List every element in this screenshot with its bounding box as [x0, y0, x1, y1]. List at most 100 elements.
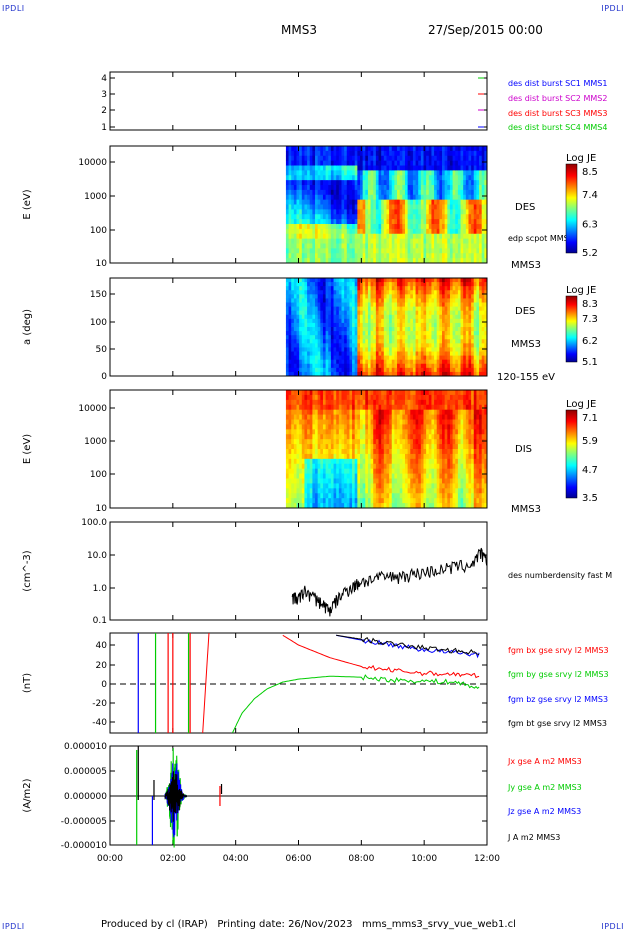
- dis-energy-cell: [330, 429, 334, 435]
- dis-energy-cell: [336, 463, 340, 470]
- dis-energy-cell: [428, 483, 432, 489]
- des-pitch-cell: [442, 335, 446, 340]
- des-energy-cell: [463, 233, 467, 240]
- dis-energy-cell: [291, 468, 295, 474]
- des-energy-cell: [354, 175, 358, 181]
- des-pitch-cell: [373, 331, 377, 336]
- des-energy-cell: [383, 209, 387, 215]
- des-energy-cell: [381, 214, 385, 220]
- des-energy-cell: [346, 146, 350, 152]
- des-pitch-cell: [381, 339, 385, 344]
- des-pitch-cell: [360, 290, 364, 295]
- des-pitch-cell: [317, 367, 321, 373]
- dis-energy-cell: [307, 468, 311, 474]
- des-energy-cell: [333, 233, 337, 240]
- des-energy-cell: [399, 146, 403, 152]
- des-pitch-cell: [407, 290, 411, 295]
- des-pitch-cell: [473, 343, 477, 348]
- dis-energy-cell: [386, 483, 390, 489]
- des-pitch-cell: [434, 278, 438, 283]
- dis-energy-cell: [309, 444, 313, 450]
- des-energy-cell: [338, 155, 342, 162]
- des-pitch-cell: [394, 363, 398, 369]
- des-energy-cell: [328, 160, 332, 166]
- dis-energy-cell: [309, 429, 313, 435]
- dis-energy-cell: [370, 394, 374, 401]
- des-pitch-cell: [330, 347, 334, 352]
- dis-energy-cell: [402, 419, 406, 425]
- des-pitch-cell: [293, 367, 297, 373]
- dis-energy-cell: [402, 483, 406, 489]
- des-energy-cell: [365, 185, 369, 191]
- des-energy-cell: [352, 224, 356, 230]
- des-pitch-cell: [309, 298, 313, 303]
- dis-energy-cell: [349, 404, 353, 411]
- des-pitch-cell: [285, 314, 289, 320]
- des-pitch-cell: [449, 282, 454, 287]
- des-pitch-cell: [344, 322, 348, 328]
- des-pitch-cell: [293, 302, 297, 307]
- des-pitch-cell: [431, 322, 435, 328]
- des-energy-cell: [357, 199, 361, 205]
- dis-energy-cell: [386, 429, 390, 435]
- des-energy-cell: [463, 170, 467, 176]
- des-pitch-cell: [360, 310, 364, 316]
- dis-energy-cell: [349, 434, 353, 440]
- des-energy-cell: [293, 238, 297, 244]
- des-energy-cell: [328, 204, 332, 210]
- dis-energy-cell: [397, 449, 401, 455]
- des-energy-cell: [418, 155, 422, 162]
- des-pitch-cell: [344, 367, 348, 373]
- des-pitch-cell: [322, 347, 327, 352]
- dis-energy-cell: [317, 463, 321, 470]
- des-energy-cell: [320, 224, 324, 230]
- des-energy-cell: [285, 219, 289, 225]
- des-energy-cell: [352, 189, 356, 196]
- des-energy-cell: [484, 228, 488, 235]
- des-energy-cell: [471, 243, 475, 249]
- des-pitch-cell: [333, 331, 337, 336]
- des-energy-cell: [423, 243, 427, 249]
- dis-energy-cell: [420, 439, 424, 445]
- des-energy-cell: [320, 214, 324, 220]
- des-energy-cell: [299, 150, 303, 157]
- dis-energy-cell: [307, 449, 311, 455]
- des-energy-cell: [328, 253, 332, 259]
- dis-energy-cell: [291, 458, 295, 465]
- des-pitch-cell: [407, 306, 411, 312]
- des-energy-cell: [330, 165, 334, 171]
- dis-energy-cell: [360, 468, 364, 474]
- des-energy-cell: [341, 209, 345, 215]
- des-energy-cell: [330, 146, 334, 152]
- dis-energy-cell: [328, 473, 332, 479]
- des-energy-cell: [330, 248, 334, 254]
- des-pitch-cell: [349, 322, 353, 328]
- des-pitch-cell: [383, 343, 387, 348]
- dis-energy-cell: [291, 429, 295, 435]
- des-energy-cell: [367, 228, 371, 235]
- des-energy-cell: [299, 189, 303, 196]
- des-energy-cell: [293, 228, 297, 235]
- dis-energy-cell: [373, 429, 377, 435]
- dis-energy-cell: [383, 399, 387, 406]
- des-energy-cell: [455, 155, 459, 162]
- des-pitch-cell: [449, 347, 454, 352]
- des-pitch-cell: [333, 302, 337, 307]
- des-pitch-cell: [436, 363, 440, 369]
- dis-energy-cell: [320, 493, 324, 499]
- dis-energy-cell: [346, 434, 350, 440]
- dis-energy-cell: [360, 493, 364, 499]
- des-pitch-cell: [370, 327, 374, 332]
- dis-energy-cell: [399, 498, 403, 504]
- dis-energy-cell: [407, 488, 411, 494]
- dis-energy-cell: [299, 503, 303, 509]
- dis-energy-cell: [349, 478, 353, 484]
- des-pitch-cell: [315, 343, 319, 348]
- des-pitch-cell: [439, 322, 443, 328]
- dis-energy-cell: [365, 429, 369, 435]
- dis-energy-cell: [370, 439, 374, 445]
- des-energy-cell: [373, 204, 377, 210]
- des-pitch-cell: [330, 371, 334, 377]
- dis-energy-cell: [288, 478, 292, 484]
- des-pitch-cell: [447, 306, 451, 312]
